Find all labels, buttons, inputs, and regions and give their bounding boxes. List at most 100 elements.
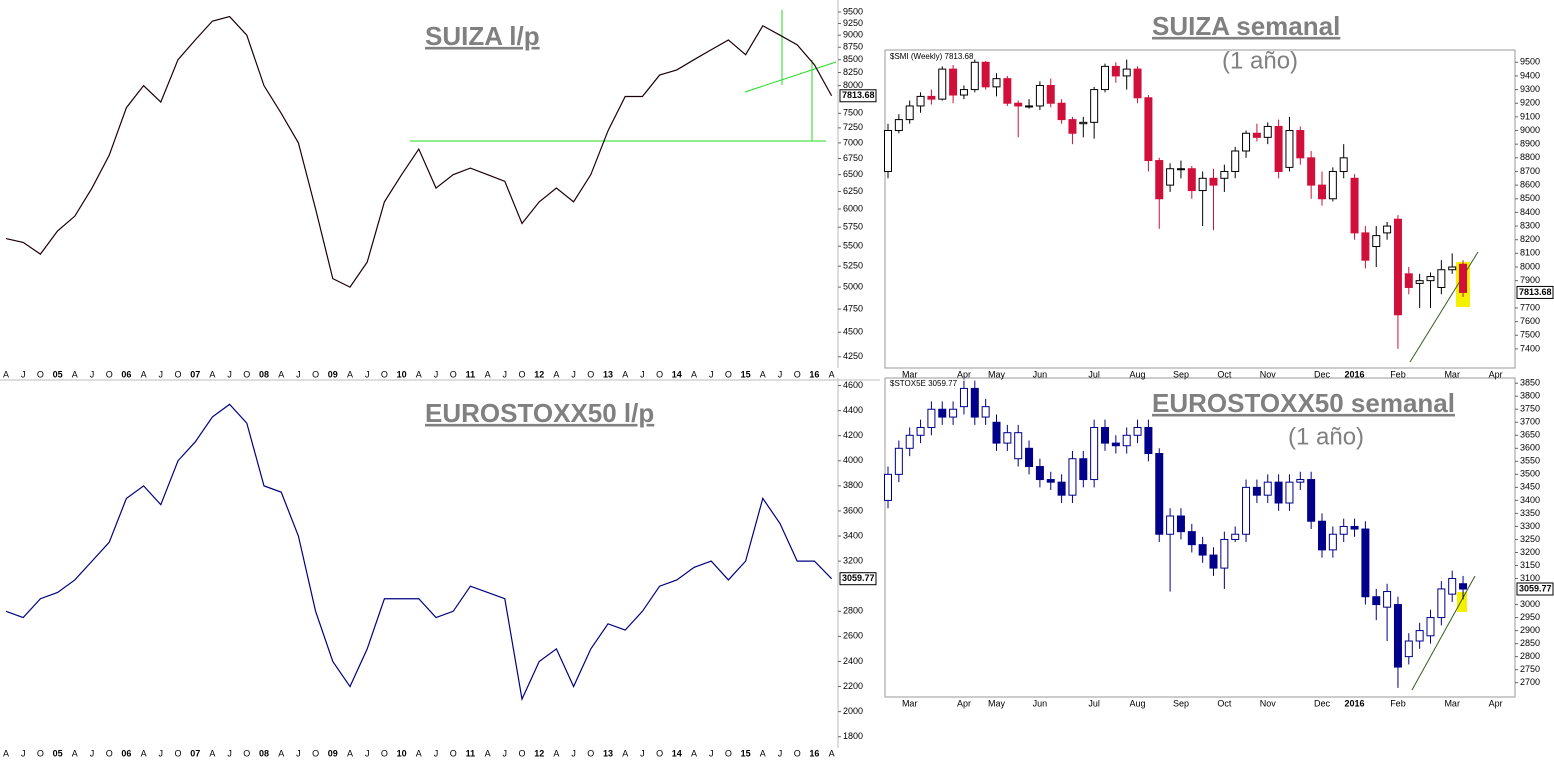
x-tick-label: 13 xyxy=(603,369,613,379)
x-tick-label: A xyxy=(829,369,835,379)
candle-body xyxy=(1220,170,1229,179)
x-tick-label: J xyxy=(90,748,95,758)
candle-body xyxy=(884,130,892,172)
y-tick-label: 8800 xyxy=(1520,152,1540,162)
chart-header: $SMI (Weekly) 7813.68 xyxy=(890,52,974,61)
x-tick-label: O xyxy=(450,748,457,758)
y-tick-label: 6000 xyxy=(843,203,863,213)
candle-body xyxy=(1361,232,1370,261)
y-tick-label: 8500 xyxy=(843,54,863,64)
candle-body xyxy=(1187,168,1196,192)
y-tick-label: 6250 xyxy=(843,186,863,196)
x-tick-label: A xyxy=(553,748,559,758)
x-tick-label: O xyxy=(725,748,732,758)
candle-body xyxy=(949,68,958,96)
x-tick-label: O xyxy=(381,369,388,379)
candle-body xyxy=(959,387,968,408)
candle-body xyxy=(1198,544,1207,556)
x-tick-label: 10 xyxy=(397,369,407,379)
x-tick-label: A xyxy=(760,748,766,758)
x-tick-label: O xyxy=(518,748,525,758)
candle-body xyxy=(1383,591,1392,608)
y-tick-label: 8700 xyxy=(1520,166,1540,176)
y-tick-label: 9300 xyxy=(1520,84,1540,94)
y-tick-label: 8200 xyxy=(1520,234,1540,244)
candle-body xyxy=(1166,515,1175,535)
candle-body xyxy=(1090,89,1099,123)
x-tick-label: A xyxy=(141,369,147,379)
y-tick-label: 4250 xyxy=(843,351,863,361)
last-value-box xyxy=(839,572,877,586)
x-tick-label: J xyxy=(159,748,164,758)
x-tick-label: 2016 xyxy=(1345,369,1365,379)
y-tick-label: 2200 xyxy=(843,681,863,691)
candle-body xyxy=(938,408,947,418)
y-tick-label: 4200 xyxy=(843,430,863,440)
candle-body xyxy=(1133,426,1142,436)
candle-body xyxy=(1252,486,1261,496)
x-tick-label: Mar xyxy=(902,698,918,708)
x-tick-label: A xyxy=(622,748,628,758)
candle-body xyxy=(1122,434,1131,447)
chart-title: SUIZA semanal xyxy=(1152,11,1340,41)
x-tick-label: O xyxy=(312,369,319,379)
candle-body xyxy=(1372,596,1381,606)
y-tick-label: 3000 xyxy=(1520,599,1540,609)
candle-body xyxy=(1448,266,1457,271)
candle-body xyxy=(981,406,990,418)
y-tick-label: 3150 xyxy=(1520,560,1540,570)
candle-body xyxy=(1176,515,1185,533)
x-tick-label: A xyxy=(3,748,9,758)
candle-body xyxy=(1404,273,1413,288)
candle-body xyxy=(1198,177,1207,192)
y-tick-label: 7500 xyxy=(843,108,863,118)
x-tick-label: O xyxy=(794,369,801,379)
x-tick-label: 08 xyxy=(259,369,269,379)
candle-body xyxy=(1144,426,1153,455)
candle-body xyxy=(992,78,1001,88)
x-tick-label: A xyxy=(622,369,628,379)
candle-body xyxy=(1003,432,1012,444)
candle-body xyxy=(1328,533,1337,551)
x-tick-label: J xyxy=(365,748,370,758)
weekly-frame xyxy=(884,377,1516,698)
x-tick-label: A xyxy=(141,748,147,758)
y-tick-label: 6750 xyxy=(843,153,863,163)
x-tick-label: J xyxy=(640,748,645,758)
y-tick-label: 8500 xyxy=(1520,193,1540,203)
candle-body xyxy=(1426,617,1435,637)
candle-body xyxy=(1437,588,1446,619)
y-tick-label: 3850 xyxy=(1520,378,1540,388)
candle-body xyxy=(1318,184,1326,200)
candle-body xyxy=(938,68,947,100)
y-tick-label: 2950 xyxy=(1520,612,1540,622)
x-tick-label: O xyxy=(243,369,250,379)
candle-body xyxy=(916,95,925,107)
x-tick-label: O xyxy=(37,748,44,758)
x-tick-label: 07 xyxy=(190,748,200,758)
y-tick-label: 5750 xyxy=(843,222,863,232)
x-tick-label: 09 xyxy=(328,369,338,379)
candle-body xyxy=(1144,97,1153,162)
x-tick-label: Sep xyxy=(1173,369,1189,379)
y-tick-label: 3100 xyxy=(1520,573,1540,583)
candle-body xyxy=(1318,520,1326,551)
candle-body xyxy=(1307,479,1316,522)
y-tick-label: 7700 xyxy=(1520,302,1540,312)
y-tick-label: 2400 xyxy=(843,656,863,666)
y-tick-label: 4600 xyxy=(843,380,863,390)
y-tick-label: 3400 xyxy=(1520,495,1540,505)
candle-body xyxy=(1383,225,1392,234)
candle-body xyxy=(1122,68,1131,77)
candle-body xyxy=(1231,150,1240,172)
x-tick-label: 08 xyxy=(259,748,269,758)
candle-body xyxy=(1415,630,1424,642)
x-tick-label: A xyxy=(416,748,422,758)
y-tick-label: 8100 xyxy=(1520,248,1540,258)
candle-body xyxy=(1393,604,1402,668)
x-tick-label: O xyxy=(518,369,525,379)
x-tick-label: Jul xyxy=(1088,369,1100,379)
y-tick-label: 4400 xyxy=(843,405,863,415)
x-tick-label: A xyxy=(416,369,422,379)
